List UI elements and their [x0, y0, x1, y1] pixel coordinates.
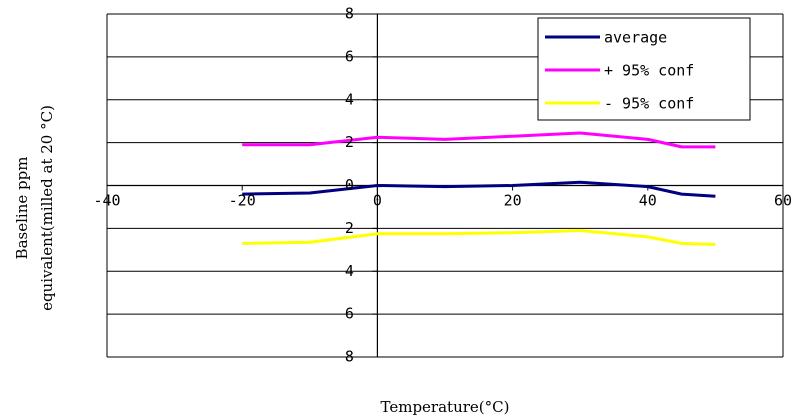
y-tick-label-1: 6	[345, 305, 354, 323]
y-tick-label-6: 4	[345, 90, 354, 108]
y-tick-label-2: 4	[345, 262, 354, 280]
x-tick-label-0: -40	[93, 192, 120, 210]
x-tick-label-4: 40	[639, 192, 657, 210]
x-tick-label-2: 0	[373, 192, 382, 210]
y-tick-label-7: 6	[345, 47, 354, 65]
legend-label-0: average	[604, 29, 667, 47]
legend: average + 95% conf - 95% conf	[537, 17, 751, 121]
y-tick-label-0: 8	[345, 348, 354, 366]
series-lines	[242, 131, 716, 246]
legend-label-2: - 95% conf	[604, 95, 694, 113]
y-axis-title-line-2: equivalent(milled at 20 °C)	[38, 105, 56, 311]
y-tick-label-3: 2	[345, 219, 354, 237]
x-tick-label-5: 60	[774, 192, 792, 210]
y-tick-label-5: 2	[345, 133, 354, 151]
y-axis-title-line-1: Baseline ppm	[13, 157, 31, 260]
x-axis-title: Temperature(°C)	[381, 398, 510, 416]
legend-label-1: + 95% conf	[604, 62, 694, 80]
x-tick-label-3: 20	[504, 192, 522, 210]
series-line-2	[242, 229, 716, 246]
y-tick-label-8: 8	[345, 5, 354, 23]
x-tick-label-1: -20	[229, 192, 256, 210]
series-line-0	[242, 180, 716, 198]
y-tick-label-4: 0	[345, 176, 354, 194]
series-line-1	[242, 131, 716, 149]
